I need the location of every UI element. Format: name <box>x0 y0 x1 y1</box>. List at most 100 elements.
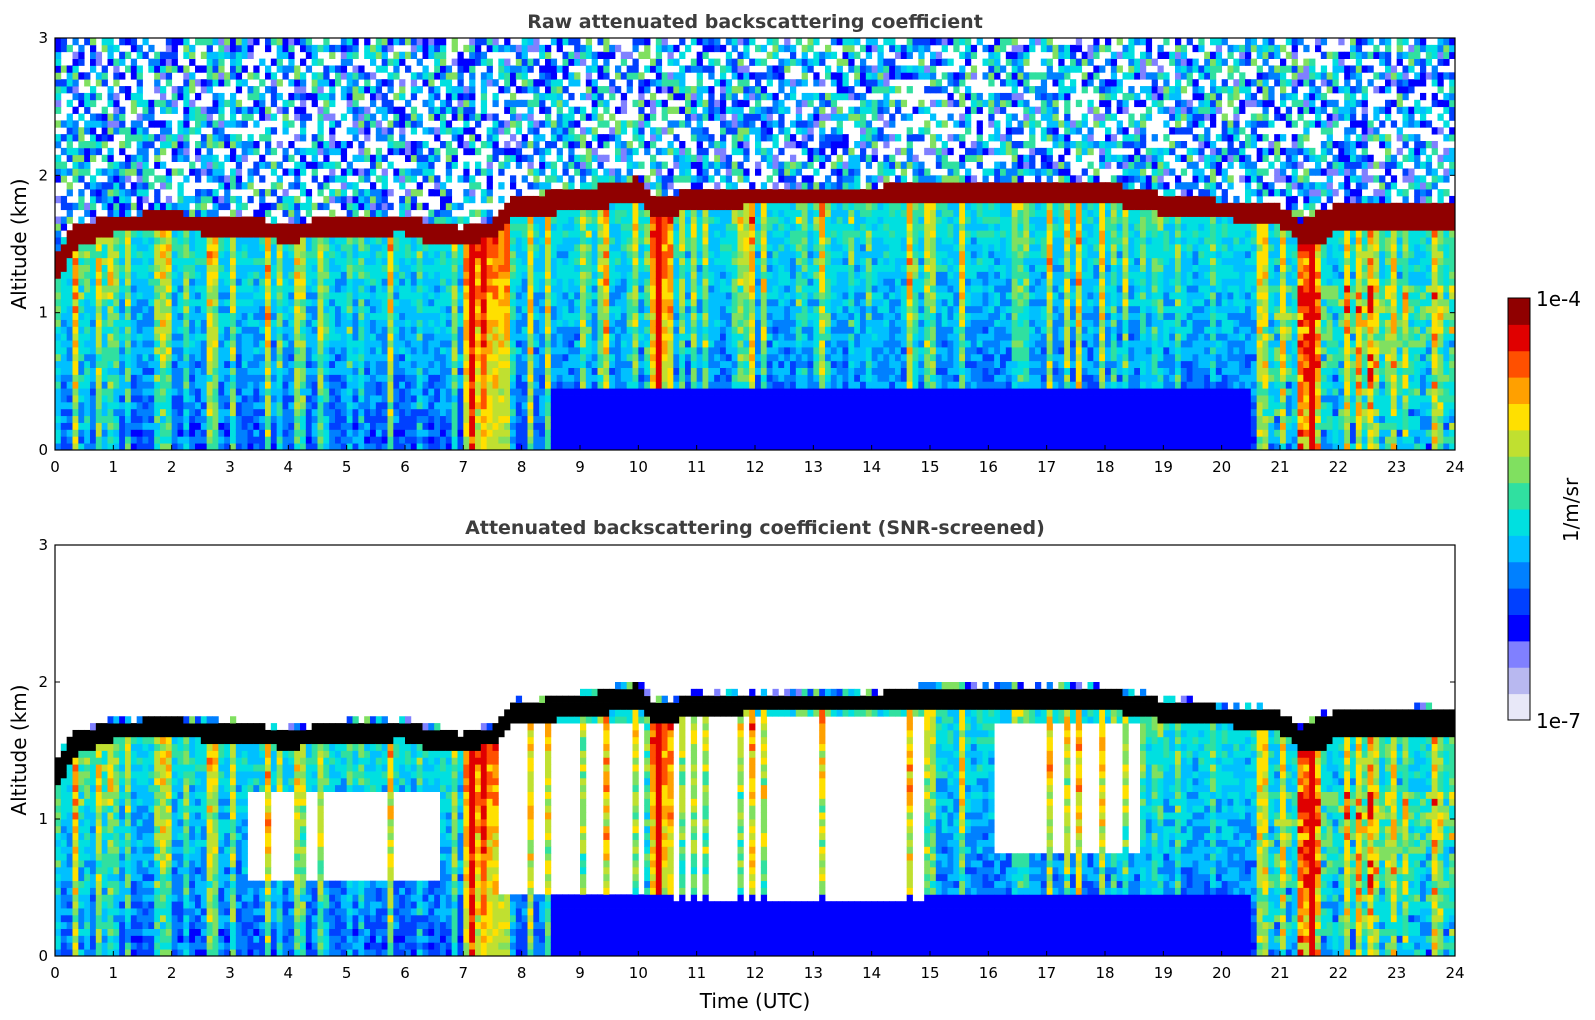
heatmap-cell <box>510 250 517 259</box>
heatmap-cell <box>90 202 97 211</box>
heatmap-cell <box>55 65 62 73</box>
heatmap-cell <box>160 127 167 135</box>
heatmap-cell <box>113 443 120 450</box>
heatmap-cell <box>241 65 248 73</box>
heatmap-cell <box>410 292 418 300</box>
heatmap-cell <box>451 381 458 389</box>
heatmap-cell <box>101 168 108 176</box>
heatmap-cell <box>533 195 540 204</box>
heatmap-cell <box>533 292 540 300</box>
heatmap-cell <box>107 244 114 252</box>
heatmap-cell <box>405 244 412 252</box>
heatmap-cell <box>393 436 400 444</box>
heatmap-cell <box>550 381 558 389</box>
heatmap-cell <box>574 250 581 259</box>
heatmap-cell <box>469 271 476 279</box>
heatmap-cell <box>521 360 528 368</box>
heatmap-cell <box>142 388 149 396</box>
heatmap-cell <box>195 381 202 389</box>
heatmap-cell <box>253 189 260 197</box>
heatmap-cell <box>399 443 406 450</box>
heatmap-cell <box>539 92 546 101</box>
heatmap-cell <box>253 374 260 382</box>
heatmap-cell <box>294 92 301 101</box>
heatmap-cell <box>393 401 400 410</box>
heatmap-cell <box>195 65 202 73</box>
heatmap-cell <box>95 388 103 396</box>
heatmap-cell <box>475 244 482 252</box>
heatmap-cell <box>60 285 68 293</box>
heatmap-cell <box>475 395 482 403</box>
heatmap-cell <box>329 415 336 423</box>
heatmap-cell <box>311 58 318 66</box>
heatmap-cell <box>189 244 196 252</box>
heatmap-cell <box>125 216 132 224</box>
heatmap-cell <box>206 381 213 389</box>
heatmap-cell <box>160 230 167 238</box>
heatmap-cell <box>591 113 598 121</box>
heatmap-cell <box>130 230 138 238</box>
heatmap-cell <box>515 326 523 334</box>
heatmap-cell <box>84 271 91 279</box>
heatmap-cell <box>189 415 196 423</box>
heatmap-cell <box>130 250 138 259</box>
heatmap-cell <box>370 374 377 382</box>
heatmap-cell <box>148 230 155 238</box>
heatmap-cell <box>422 408 429 417</box>
heatmap-cell <box>521 244 528 252</box>
heatmap-cell <box>585 79 593 87</box>
heatmap-cell <box>107 415 114 423</box>
heatmap-cell <box>463 44 470 53</box>
heatmap-cell <box>440 127 447 135</box>
heatmap-cell <box>550 312 558 320</box>
heatmap-cell <box>323 367 330 375</box>
heatmap-cell <box>270 72 278 80</box>
heatmap-cell <box>142 161 149 169</box>
heatmap-cell <box>381 65 388 73</box>
heatmap-cell <box>615 106 622 114</box>
heatmap-cell <box>469 51 476 59</box>
heatmap-cell <box>480 401 488 410</box>
heatmap-cell <box>480 168 488 176</box>
heatmap-cell <box>387 223 394 231</box>
heatmap-cell <box>346 347 353 355</box>
heatmap-cell <box>235 195 243 204</box>
heatmap-cell <box>410 333 418 341</box>
heatmap-cell <box>218 223 225 231</box>
heatmap-cell <box>358 86 365 94</box>
heatmap-cell <box>230 237 237 245</box>
heatmap-cell <box>358 353 365 362</box>
heatmap-cell <box>165 340 173 348</box>
heatmap-cell <box>364 257 371 265</box>
heatmap-cell <box>265 422 272 430</box>
heatmap-cell <box>393 381 400 389</box>
heatmap-cell <box>206 374 213 382</box>
heatmap-cell <box>346 223 353 231</box>
heatmap-cell <box>521 340 528 348</box>
heatmap-cell <box>101 257 108 265</box>
heatmap-cell <box>597 285 604 293</box>
heatmap-cell <box>136 298 143 307</box>
heatmap-cell <box>101 195 108 204</box>
heatmap-cell <box>270 127 278 135</box>
heatmap-cell <box>136 141 143 149</box>
heatmap-cell <box>469 367 476 375</box>
heatmap-cell <box>346 244 353 252</box>
heatmap-cell <box>206 161 213 169</box>
heatmap-cell <box>335 415 342 423</box>
heatmap-cell <box>130 340 138 348</box>
heatmap-cell <box>160 285 167 293</box>
heatmap-cell <box>422 285 429 293</box>
heatmap-cell <box>148 347 155 355</box>
heatmap-cell <box>405 374 412 382</box>
heatmap-cell <box>568 189 575 197</box>
heatmap-cell <box>492 401 499 410</box>
heatmap-cell <box>78 333 85 341</box>
heatmap-cell <box>545 326 552 334</box>
heatmap-cell <box>317 161 324 169</box>
heatmap-cell <box>375 292 383 300</box>
heatmap-cell <box>346 415 353 423</box>
heatmap-cell <box>195 429 202 437</box>
heatmap-cell <box>352 92 359 101</box>
heatmap-cell <box>72 395 79 403</box>
